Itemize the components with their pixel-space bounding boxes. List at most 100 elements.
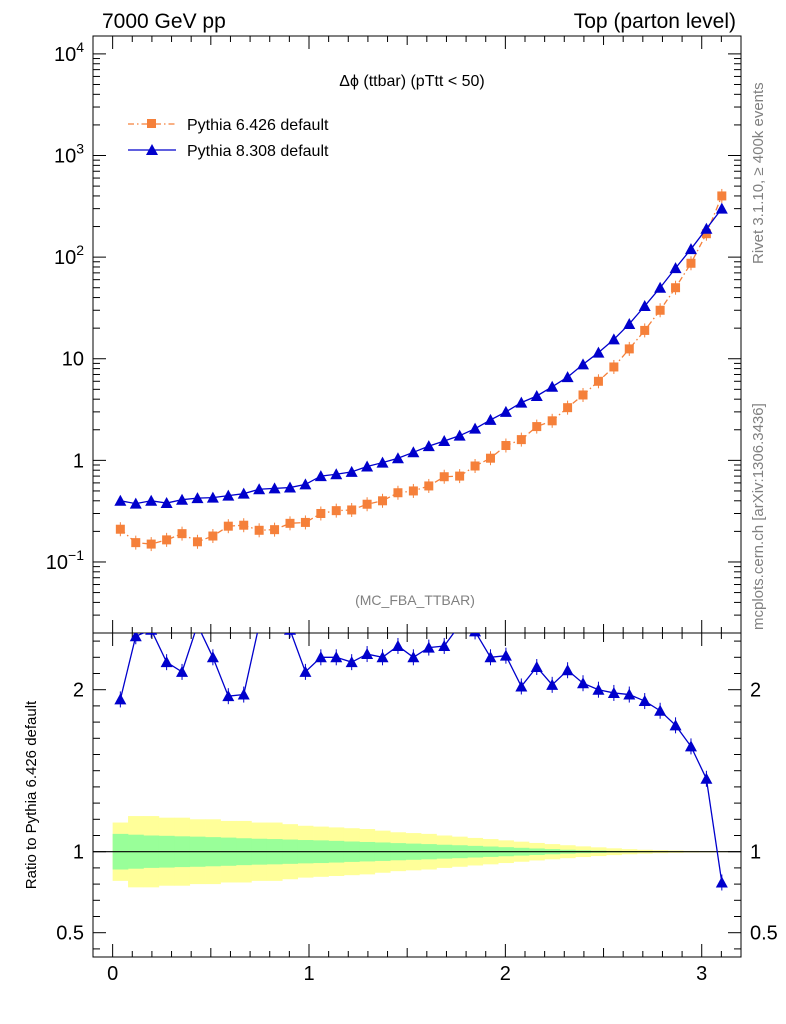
data-point-triangle	[684, 243, 697, 255]
ratio-point-triangle	[269, 611, 281, 622]
data-point-triangle	[299, 478, 312, 490]
y-tick-label: 102	[54, 242, 84, 269]
data-point-square	[547, 416, 557, 426]
data-point-triangle	[592, 346, 605, 358]
data-point-triangle	[515, 396, 528, 408]
data-point-square	[640, 325, 650, 335]
data-point-square	[378, 496, 388, 506]
ratio-line-0	[119, 633, 723, 883]
data-point-square	[485, 453, 495, 463]
data-point-square	[162, 535, 172, 545]
data-point-square	[563, 403, 573, 413]
data-point-triangle	[206, 491, 219, 503]
data-point-square	[686, 258, 696, 268]
ratio-point-triangle	[715, 876, 728, 888]
ratio-point-triangle	[206, 651, 219, 663]
data-point-triangle	[715, 202, 728, 214]
data-point-square	[131, 538, 141, 548]
x-tick-label: 1	[303, 963, 314, 985]
data-point-square	[624, 344, 634, 354]
ratio-point-triangle	[283, 633, 296, 635]
data-point-square	[424, 481, 434, 491]
ratio-point-triangle	[499, 649, 512, 661]
data-point-square	[655, 305, 665, 315]
ratio-point-triangle	[438, 639, 451, 651]
data-point-square	[208, 531, 218, 541]
data-point-square	[115, 524, 125, 534]
legend-label-pythia6: Pythia 6.426 default	[187, 117, 329, 134]
data-point-square	[146, 539, 156, 549]
data-point-square	[578, 390, 588, 400]
plot-title: Δϕ (ttbar) (pTtt < 50)	[339, 73, 484, 90]
data-point-triangle	[484, 413, 497, 425]
x-tick-label: 0	[107, 963, 118, 985]
data-point-triangle	[268, 482, 281, 494]
ratio-point-triangle	[454, 619, 466, 630]
ratio-plot: 0.5 0.5 1 1 2 2 0 1 2 3	[56, 611, 778, 985]
data-point-square	[532, 422, 542, 432]
ratio-point-triangle	[176, 665, 189, 677]
data-point-square	[671, 283, 681, 293]
x-tick-label: 3	[696, 963, 707, 985]
data-point-triangle	[654, 281, 667, 293]
data-point-triangle	[577, 358, 590, 370]
ratio-y-tick-label-right: 0.5	[750, 923, 778, 945]
data-point-triangle	[546, 380, 559, 392]
data-point-triangle	[438, 435, 451, 447]
data-point-triangle	[145, 494, 158, 506]
data-point-triangle	[253, 483, 266, 495]
legend-label-pythia8: Pythia 8.308 default	[187, 143, 329, 160]
data-point-square	[439, 472, 449, 482]
analysis-watermark: (MC_FBA_TTBAR)	[355, 592, 475, 608]
ratio-point-triangle	[561, 664, 574, 676]
ratio-point-triangle	[330, 651, 343, 663]
ratio-point-triangle	[361, 648, 374, 660]
data-point-square	[408, 486, 418, 496]
legend-entry-pythia8: Pythia 8.308 default	[128, 143, 329, 160]
ratio-point-triangle	[314, 651, 327, 663]
legend-marker-square	[147, 119, 156, 128]
ratio-point-triangle	[484, 651, 497, 663]
ratio-point-triangle	[299, 665, 312, 677]
legend: Pythia 6.426 default Pythia 8.308 defaul…	[128, 117, 329, 160]
data-point-triangle	[191, 492, 204, 504]
data-point-square	[362, 499, 372, 509]
y-tick-label: 1	[73, 450, 84, 472]
data-point-triangle	[391, 452, 404, 464]
data-point-square	[316, 508, 326, 518]
ratio-series-group	[114, 611, 728, 891]
rivet-label: Rivet 3.1.10, ≥ 400k events	[750, 82, 767, 264]
data-point-square	[239, 520, 249, 530]
data-point-triangle	[129, 497, 142, 509]
mcplots-label: mcplots.cern.ch [arXiv:1306.3436]	[750, 403, 767, 630]
y-tick-label: 103	[54, 141, 84, 168]
data-point-square	[393, 488, 403, 498]
data-point-triangle	[376, 456, 389, 468]
ratio-point-triangle	[684, 740, 697, 752]
data-point-triangle	[407, 446, 420, 458]
y-tick-label: 10−1	[46, 547, 84, 574]
ratio-point-triangle	[638, 695, 651, 707]
ratio-point-triangle	[191, 619, 203, 630]
data-point-triangle	[469, 422, 482, 434]
data-point-triangle	[237, 487, 250, 499]
series-line-0	[119, 195, 723, 545]
y-tick-label: 10	[62, 349, 84, 371]
data-point-square	[717, 191, 727, 201]
data-point-square	[609, 362, 619, 372]
data-point-square	[455, 471, 465, 481]
main-plot: 10−1 1 10 102 103 104	[46, 35, 742, 634]
data-point-square	[192, 537, 202, 547]
data-point-triangle	[330, 468, 343, 480]
data-point-triangle	[176, 493, 189, 505]
data-point-square	[501, 441, 511, 451]
ratio-point-triangle	[623, 688, 636, 700]
data-point-square	[516, 435, 526, 445]
data-point-square	[300, 517, 310, 527]
ratio-y-tick-label-left: 2	[73, 680, 84, 702]
ratio-point-triangle	[546, 678, 559, 690]
x-tick-label: 2	[500, 963, 511, 985]
data-point-triangle	[283, 481, 296, 493]
ratio-y-tick-label-left: 0.5	[56, 923, 84, 945]
